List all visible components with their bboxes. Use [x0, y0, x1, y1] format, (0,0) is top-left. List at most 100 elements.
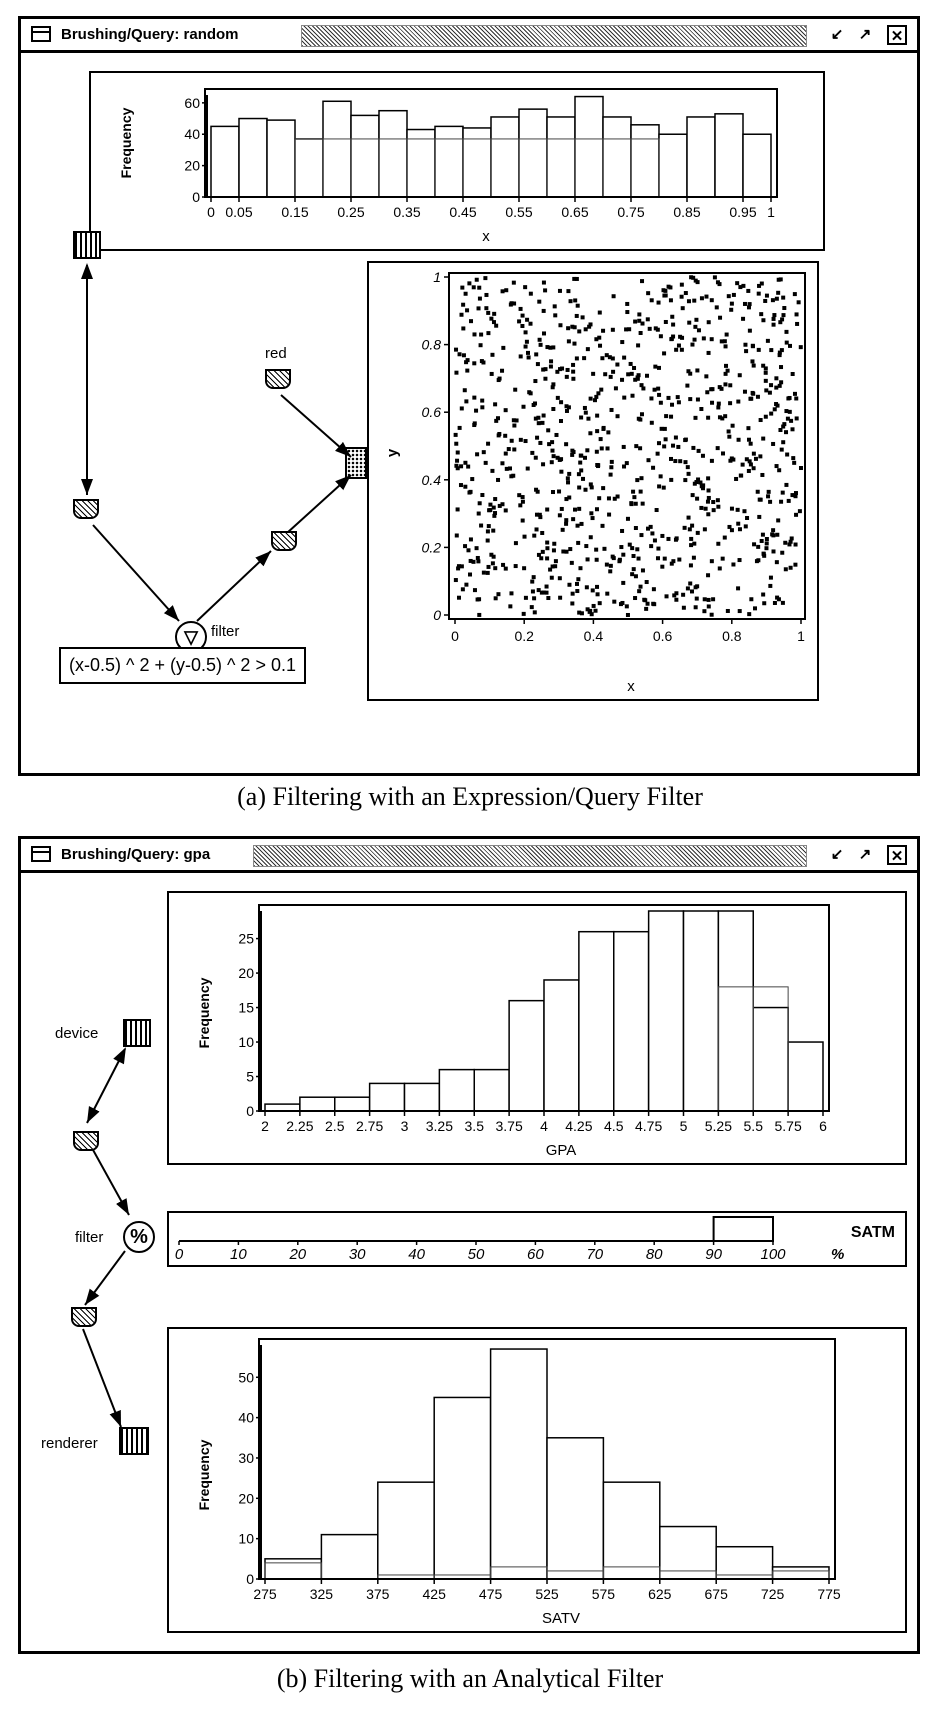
- scatter-point: [735, 281, 740, 286]
- title-bar-drag-area[interactable]: [253, 845, 807, 867]
- scatter-point: [559, 469, 564, 474]
- close-icon[interactable]: ✕: [887, 25, 907, 45]
- scatter-point: [637, 318, 642, 323]
- scatter-point: [672, 593, 677, 598]
- expression-field[interactable]: (x-0.5) ^ 2 + (y-0.5) ^ 2 > 0.1: [59, 647, 306, 684]
- x-tick-label: 725: [761, 1586, 785, 1602]
- scatter-point: [628, 361, 633, 366]
- histogram-bar: [578, 930, 615, 1112]
- histogram-x-chart[interactable]: Frequency x 0 20 40 60 0 0.05 0.15 0.25 0.35 0.45…: [91, 73, 823, 249]
- scatter-point: [550, 385, 555, 390]
- scatter-panel[interactable]: x y 0 0.2 0.4 0.6 0.8 1 0 0.2 0.4 0.6 0.8 1: [367, 261, 819, 701]
- scatter-point: [688, 563, 693, 568]
- histogram-panel-x[interactable]: Frequency x 0 20 40 60 0 0.05 0.15 0.25 0.35 0.45…: [89, 71, 825, 251]
- scatter-point: [696, 477, 701, 482]
- title-bar-drag-area[interactable]: [301, 25, 807, 47]
- scatter-point: [781, 295, 786, 300]
- scatter-point: [704, 374, 709, 379]
- scatter-point: [652, 538, 657, 543]
- scatter-point: [492, 513, 497, 518]
- percent-filter-panel[interactable]: SATM % 0 10 20 30 40 50 60 70 80 90 100: [167, 1211, 907, 1267]
- maximize-icon[interactable]: ↗: [858, 26, 872, 43]
- scatter-point: [775, 532, 780, 537]
- scatter-point: [762, 601, 767, 606]
- scatter-point: [462, 388, 467, 393]
- scatter-point: [472, 423, 477, 428]
- scatter-point: [572, 341, 577, 346]
- scatter-point: [625, 612, 630, 617]
- minimize-icon[interactable]: ↙: [830, 26, 844, 43]
- scatter-point: [678, 459, 683, 464]
- scatter-point: [625, 301, 630, 306]
- basket-icon[interactable]: [271, 531, 297, 551]
- scatter-point: [717, 415, 722, 420]
- scatter-point: [484, 292, 489, 297]
- device-histogram-icon[interactable]: [123, 1019, 151, 1047]
- scatter-point: [699, 505, 704, 510]
- filter-node-label: filter: [211, 623, 240, 640]
- window-menu-icon[interactable]: [31, 846, 51, 862]
- basket-icon[interactable]: [71, 1307, 97, 1327]
- scatter-point: [588, 396, 593, 401]
- scatter-point: [742, 389, 747, 394]
- minimize-icon[interactable]: ↙: [830, 846, 844, 863]
- scatter-point: [543, 288, 548, 293]
- scatter-point: [472, 361, 477, 366]
- scatter-point: [610, 327, 615, 332]
- renderer-histogram-icon[interactable]: [119, 1427, 149, 1455]
- histogram-bar: [322, 100, 352, 198]
- scatter-point: [538, 342, 543, 347]
- scatter-point: [576, 577, 581, 582]
- scatter-point: [760, 532, 765, 537]
- scatter-point: [585, 607, 590, 612]
- scatter-point: [646, 458, 651, 463]
- gpa-histogram-panel[interactable]: Frequency GPA 0 5 10 15 20 25 2 2.25 2.5 2.75 3 3.2…: [167, 891, 907, 1165]
- edge-basket-filter: [92, 524, 180, 622]
- scatter-point: [594, 394, 599, 399]
- window-menu-icon[interactable]: [31, 26, 51, 42]
- window-gpa[interactable]: Brushing/Query: gpa ↙ ↗ ✕ Frequency GPA …: [18, 836, 920, 1654]
- dataflow-graph[interactable]: [21, 839, 167, 1639]
- scatter-point: [728, 458, 733, 463]
- title-bar[interactable]: Brushing/Query: gpa ↙ ↗ ✕: [21, 839, 917, 873]
- scatter-point: [631, 489, 636, 494]
- dataflow-graph[interactable]: [21, 55, 361, 755]
- satm-percent-slider[interactable]: SATM % 0 10 20 30 40 50 60 70 80 90 100: [169, 1213, 905, 1265]
- x-tick-label: 0: [451, 628, 459, 644]
- title-bar[interactable]: Brushing/Query: random ↙ ↗ ✕: [21, 19, 917, 53]
- gpa-histogram-chart[interactable]: Frequency GPA 0 5 10 15 20 25 2 2.25 2.5 2.75 3 3.2…: [169, 893, 905, 1163]
- scatter-chart[interactable]: x y 0 0.2 0.4 0.6 0.8 1 0 0.2 0.4 0.6 0.8 1: [369, 263, 817, 699]
- scatter-point: [640, 501, 645, 506]
- satv-histogram-panel[interactable]: Frequency SATV 0 10 20 30 40 50 275 325 375 425 47…: [167, 1327, 907, 1633]
- scatter-point: [786, 498, 791, 503]
- percent-filter-icon[interactable]: %: [123, 1221, 155, 1253]
- scatter-point: [544, 584, 549, 589]
- basket-icon[interactable]: [73, 1131, 99, 1151]
- scatter-point: [557, 489, 562, 494]
- scatter-point: [788, 565, 793, 570]
- basket-icon[interactable]: [73, 499, 99, 519]
- y-tick-label: 0.4: [422, 472, 442, 488]
- scatter-point: [751, 451, 756, 456]
- scatter-point: [466, 464, 471, 469]
- scatter-point: [637, 589, 642, 594]
- window-random[interactable]: Brushing/Query: random ↙ ↗ ✕ Frequency x…: [18, 16, 920, 776]
- satv-histogram-chart[interactable]: Frequency SATV 0 10 20 30 40 50 275 325 375 425 47…: [169, 1329, 905, 1631]
- scatter-point: [477, 612, 482, 617]
- scatter-point: [737, 373, 742, 378]
- red-color-icon[interactable]: [265, 369, 291, 389]
- scatter-point: [550, 448, 555, 453]
- scatter-point: [750, 390, 755, 395]
- scatter-point: [694, 317, 699, 322]
- scatter-point: [458, 483, 463, 488]
- scatter-point: [460, 285, 465, 290]
- maximize-icon[interactable]: ↗: [858, 846, 872, 863]
- scatter-point: [759, 538, 764, 543]
- scatter-point: [511, 418, 516, 423]
- scatter-point: [575, 523, 580, 528]
- scatter-point: [692, 337, 697, 342]
- histogram-renderer-icon[interactable]: [73, 231, 101, 259]
- close-icon[interactable]: ✕: [887, 845, 907, 865]
- scatter-point: [532, 596, 537, 601]
- scatter-renderer-icon[interactable]: [345, 447, 367, 479]
